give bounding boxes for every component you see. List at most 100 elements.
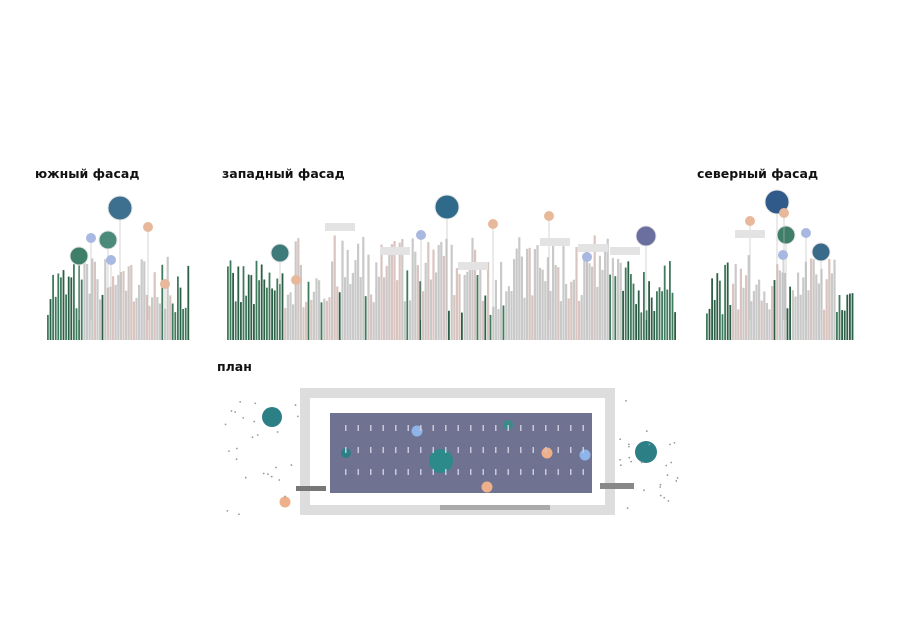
green-bar	[838, 295, 841, 340]
green-bar	[247, 274, 250, 340]
green-bar	[320, 302, 323, 340]
gray-bar	[302, 307, 305, 340]
green-bar	[281, 273, 284, 340]
gray-bar	[151, 297, 154, 340]
gray-bar	[466, 271, 469, 340]
gray-bar	[742, 287, 745, 340]
plan-dot	[235, 458, 238, 461]
gray-bar	[794, 296, 797, 340]
plan-column	[345, 425, 347, 431]
gray-bar	[518, 237, 521, 340]
gray-bar	[88, 293, 91, 340]
gray-bar	[541, 269, 544, 340]
plan-column	[545, 447, 547, 453]
gray-bar	[362, 236, 365, 340]
plan-column	[345, 447, 347, 453]
plan-column	[370, 469, 372, 475]
gray-bar	[104, 259, 107, 340]
gray-bar	[453, 295, 456, 340]
plan-tree	[635, 441, 657, 463]
gray-bar	[435, 272, 438, 340]
label-south: южный фасад	[35, 166, 139, 181]
green-bar	[706, 313, 708, 340]
green-bar	[669, 261, 671, 340]
green-bar	[843, 310, 846, 340]
green-bar	[182, 308, 184, 340]
gray-bar	[370, 294, 373, 340]
gray-bar	[312, 291, 315, 340]
gray-bar	[349, 283, 352, 340]
gray-bar	[747, 255, 750, 340]
gray-bar	[156, 297, 159, 340]
plan-column	[470, 469, 472, 475]
green-bar	[60, 277, 62, 340]
balloon	[764, 189, 790, 215]
gray-bar	[351, 272, 354, 340]
green-bar	[242, 266, 245, 340]
green-bar	[726, 262, 729, 340]
plan-column	[382, 469, 384, 475]
green-bar	[786, 308, 789, 340]
plan-column	[370, 447, 372, 453]
plan-dot	[625, 399, 627, 402]
plan-dot	[659, 483, 662, 486]
green-bar	[54, 296, 57, 340]
balloon	[635, 225, 657, 247]
plan	[224, 388, 679, 516]
green-bar	[656, 291, 658, 340]
green-bar	[273, 290, 276, 340]
gray-bar	[445, 238, 448, 340]
plan-marker	[481, 481, 493, 493]
gray-bar	[763, 291, 766, 340]
gray-bar	[297, 238, 300, 340]
gray-bar	[771, 286, 774, 340]
green-bar	[645, 310, 648, 340]
plan-dot	[270, 475, 273, 478]
gray-bar	[812, 259, 815, 340]
plan-column	[495, 447, 497, 453]
green-bar	[419, 281, 422, 340]
gray-bar	[588, 263, 591, 340]
plan-courtyard	[330, 413, 592, 493]
gray-bar	[833, 259, 836, 340]
green-bar	[721, 314, 724, 340]
plan-marker	[579, 449, 591, 461]
cloud	[735, 230, 765, 238]
green-bar	[609, 274, 611, 340]
plan-tree	[429, 449, 453, 473]
green-bar	[73, 264, 75, 340]
gray-bar	[591, 266, 594, 340]
plan-column	[507, 469, 509, 475]
gray-bar	[492, 306, 495, 340]
gray-bar	[572, 279, 575, 340]
plan-column	[557, 469, 559, 475]
plan-column	[370, 425, 372, 431]
gray-bar	[823, 309, 826, 340]
plan-column	[395, 447, 397, 453]
gray-bar	[802, 277, 805, 340]
plan-column	[582, 447, 584, 453]
gray-bar	[315, 278, 318, 340]
green-bar	[52, 274, 54, 340]
gray-bar	[424, 262, 427, 340]
gray-bar	[601, 269, 604, 340]
gray-bar	[745, 275, 748, 340]
gray-bar	[471, 237, 474, 340]
gray-bar	[828, 258, 831, 340]
plan-column	[557, 425, 559, 431]
gray-bar	[596, 286, 599, 340]
plan-column	[432, 469, 434, 475]
gray-bar	[760, 300, 763, 340]
gray-bar	[776, 264, 779, 340]
gray-bar	[583, 253, 586, 340]
plan-column	[570, 447, 572, 453]
plan-dot	[630, 460, 633, 463]
plan-column	[507, 425, 509, 431]
gray-bar	[604, 249, 607, 340]
green-bar	[406, 270, 409, 340]
plan-dot	[228, 450, 230, 453]
gray-bar	[323, 298, 326, 340]
gray-bar	[158, 303, 161, 340]
gray-bar	[455, 268, 458, 340]
gray-bar	[414, 251, 417, 340]
